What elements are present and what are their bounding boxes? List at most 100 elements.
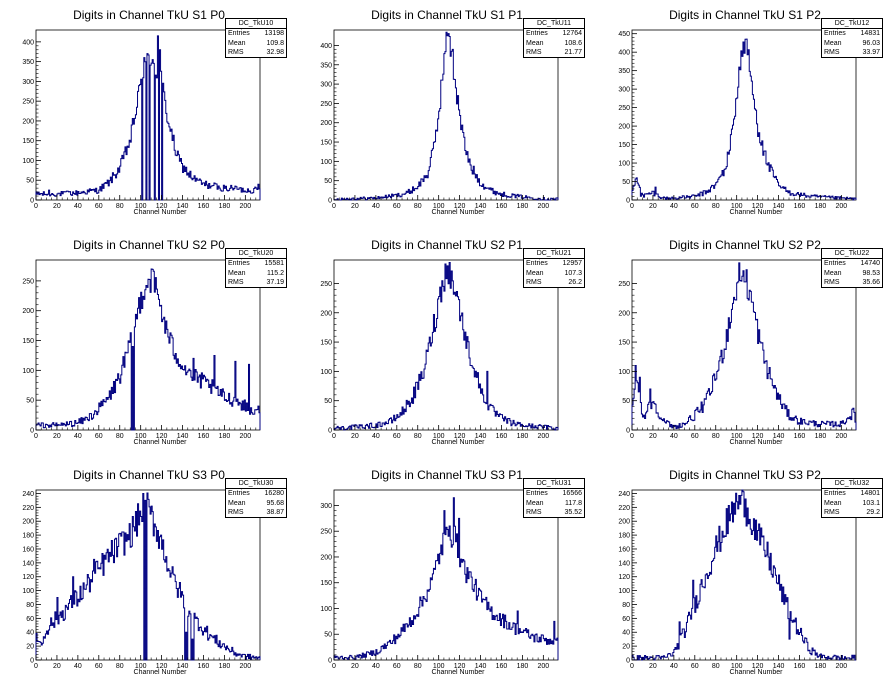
y-tick-label: 0 [30, 658, 34, 665]
stats-label: Entries [526, 30, 548, 38]
histogram-panel: Digits in Channel TkU S3 P1 0 50 100 150 200 2… [298, 460, 596, 690]
stats-label: Mean [526, 39, 544, 47]
histogram-panel: Digits in Channel TkU S2 P0 0 50 100 150 200 2… [0, 230, 298, 460]
y-tick-label: 150 [618, 142, 630, 149]
y-tick-label: 300 [618, 87, 630, 94]
y-tick-label: 150 [320, 340, 332, 347]
y-tick-label: 240 [22, 491, 34, 498]
y-tick-label: 20 [622, 644, 630, 651]
x-tick-label: 140 [177, 203, 189, 210]
x-tick-label: 180 [219, 203, 231, 210]
x-tick-label: 60 [691, 663, 699, 670]
x-tick-label: 200 [538, 433, 550, 440]
stats-row-rms: RMS 32.98 [226, 48, 286, 57]
stats-name: DC_TkU22 [822, 249, 882, 260]
stats-label: Entries [228, 260, 250, 268]
y-tick-label: 100 [320, 159, 332, 166]
stats-name: DC_TkU11 [524, 19, 584, 30]
y-tick-label: 50 [324, 178, 332, 185]
stats-row-rms: RMS 21.77 [524, 48, 584, 57]
x-tick-label: 60 [691, 433, 699, 440]
stats-label: Mean [824, 39, 842, 47]
y-tick-label: 100 [22, 368, 34, 375]
stats-row-mean: Mean 115.2 [226, 269, 286, 278]
stats-row-mean: Mean 96.03 [822, 39, 882, 48]
x-tick-label: 80 [116, 203, 124, 210]
stats-label: Entries [824, 260, 846, 268]
stats-row-rms: RMS 29.2 [822, 508, 882, 517]
stats-value: 103.1 [862, 499, 880, 507]
stats-row-mean: Mean 108.6 [524, 39, 584, 48]
y-tick-label: 250 [22, 99, 34, 106]
y-tick-label: 140 [618, 560, 630, 567]
x-axis-label: Channel Number [133, 439, 187, 446]
x-tick-label: 100 [135, 203, 147, 210]
stats-name: DC_TkU10 [226, 19, 286, 30]
stats-row-entries: Entries 15581 [226, 259, 286, 268]
y-tick-label: 50 [622, 179, 630, 186]
y-tick-label: 100 [618, 161, 630, 168]
stats-value: 21.77 [564, 48, 582, 56]
histogram-title: Digits in Channel TkU S2 P0 [73, 238, 225, 252]
stats-value: 29.2 [866, 508, 880, 516]
x-tick-label: 40 [372, 663, 380, 670]
x-tick-label: 0 [630, 433, 634, 440]
x-tick-label: 60 [95, 203, 103, 210]
stats-row-rms: RMS 26.2 [524, 278, 584, 287]
stats-row-rms: RMS 33.97 [822, 48, 882, 57]
x-tick-label: 100 [433, 433, 445, 440]
histogram-series [35, 35, 261, 201]
stats-label: RMS [526, 278, 542, 286]
y-tick-label: 200 [320, 310, 332, 317]
x-tick-label: 60 [393, 203, 401, 210]
stats-row-mean: Mean 109.8 [226, 39, 286, 48]
x-tick-label: 160 [198, 433, 210, 440]
stats-value: 108.6 [564, 39, 582, 47]
x-tick-label: 140 [773, 203, 785, 210]
y-tick-label: 450 [618, 31, 630, 38]
histogram-plot: 0 20 40 60 80 100 120 140 160 180 200 220 240 0 20 40 60… [22, 489, 261, 670]
y-tick-label: 100 [618, 369, 630, 376]
x-tick-label: 120 [752, 663, 764, 670]
y-tick-label: 200 [320, 554, 332, 561]
stats-name: DC_TkU20 [226, 249, 286, 260]
x-tick-label: 0 [332, 663, 336, 670]
x-tick-label: 100 [731, 433, 743, 440]
x-tick-label: 60 [95, 433, 103, 440]
stats-label: RMS [526, 508, 542, 516]
stats-value: 98.53 [862, 269, 880, 277]
y-tick-label: 200 [22, 308, 34, 315]
x-tick-label: 0 [630, 203, 634, 210]
x-tick-label: 80 [116, 663, 124, 670]
x-tick-label: 160 [198, 663, 210, 670]
stats-value: 109.8 [266, 39, 284, 47]
histogram-series [35, 492, 261, 661]
x-tick-label: 100 [433, 203, 445, 210]
x-tick-label: 180 [517, 663, 529, 670]
x-tick-label: 100 [433, 663, 445, 670]
x-tick-label: 200 [836, 433, 848, 440]
stats-label: RMS [228, 278, 244, 286]
plot-frame [35, 29, 261, 201]
histogram-title: Digits in Channel TkU S1 P1 [371, 8, 523, 22]
plot-frame [631, 259, 857, 431]
x-tick-label: 200 [538, 203, 550, 210]
y-tick-label: 100 [22, 158, 34, 165]
stats-value: 12764 [562, 30, 582, 38]
y-tick-label: 300 [320, 503, 332, 510]
histogram-series [333, 262, 559, 431]
x-tick-label: 80 [414, 203, 422, 210]
x-tick-label: 60 [393, 663, 401, 670]
histogram-plot: 0 50 100 150 200 250 300 350 400 450 0 20 40 60 80 100 1… [618, 29, 857, 210]
stats-label: Entries [228, 490, 250, 498]
stats-row-entries: Entries 14801 [822, 489, 882, 498]
histogram-panel: Digits in Channel TkU S1 P1 0 50 100 150 200 2… [298, 0, 596, 230]
y-tick-label: 250 [320, 281, 332, 288]
histogram-series [631, 262, 857, 430]
y-tick-label: 100 [22, 588, 34, 595]
x-tick-label: 40 [670, 663, 678, 670]
x-axis-label: Channel Number [133, 669, 187, 676]
y-tick-label: 20 [26, 644, 34, 651]
x-tick-label: 200 [538, 663, 550, 670]
